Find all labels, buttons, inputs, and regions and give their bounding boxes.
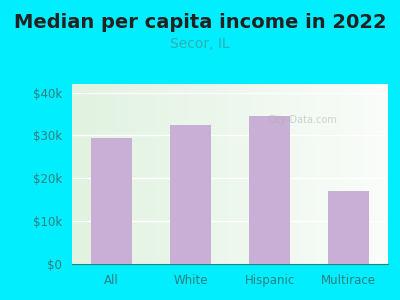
Bar [170, 125, 211, 264]
Bar [91, 138, 132, 264]
Bar [328, 191, 369, 264]
Text: Median per capita income in 2022: Median per capita income in 2022 [14, 14, 386, 32]
Text: City-Data.com: City-Data.com [268, 115, 338, 125]
Bar [249, 116, 290, 264]
Text: Secor, IL: Secor, IL [170, 38, 230, 52]
